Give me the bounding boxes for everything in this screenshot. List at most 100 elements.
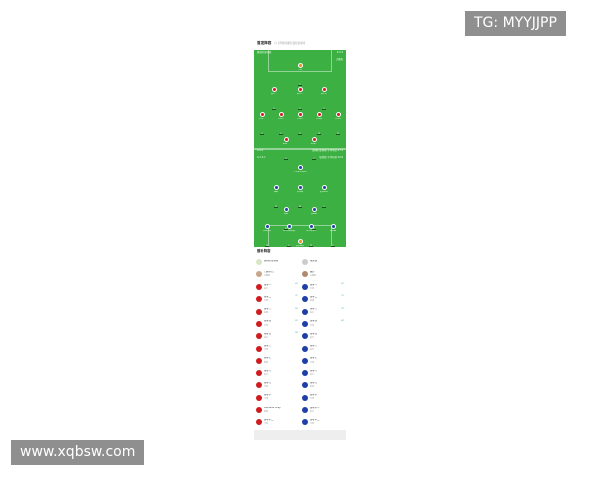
sub-name: 替补五 xyxy=(264,332,272,335)
player-marker-icon xyxy=(273,185,279,190)
sub-position: 前锋 xyxy=(264,410,269,413)
player-number: 10 xyxy=(316,132,322,136)
player-number: 1 xyxy=(298,83,302,87)
home-player[interactable]: 中场一 2 xyxy=(255,112,269,137)
player-avatar-icon xyxy=(302,296,308,303)
title-text: 首发阵容 xyxy=(257,41,272,45)
away-sub-row[interactable]: 替补六 后卫 xyxy=(300,345,344,355)
player-avatar-icon xyxy=(302,284,308,290)
player-marker-icon xyxy=(335,112,341,117)
home-player[interactable]: 门将 1 xyxy=(293,63,307,88)
player-marker-icon xyxy=(271,87,277,92)
away-player[interactable]: 布兰斯维特 32 xyxy=(304,224,318,249)
home-player[interactable]: 中场三 8 xyxy=(293,112,307,137)
player-marker-icon xyxy=(321,87,327,92)
away-player[interactable]: 奥纳纳 8 xyxy=(307,207,321,232)
home-sub-row[interactable]: 替补一 后卫 69' xyxy=(254,283,298,293)
away-player[interactable]: 塔尔科夫斯基 6 xyxy=(282,224,296,249)
home-sub-row[interactable]: Demarai Gray 前锋 xyxy=(254,406,298,416)
away-coach-row[interactable]: 戴什 主教练 xyxy=(300,270,344,280)
away-sub-row[interactable]: 替补十二 门将 xyxy=(300,418,344,428)
player-avatar-icon xyxy=(302,357,308,364)
home-sub-row[interactable]: 替补七 前锋 xyxy=(254,357,298,367)
home-player[interactable]: 中场四 10 xyxy=(312,112,326,137)
player-number: 5 xyxy=(298,107,302,111)
away-sub-row[interactable]: 替补十一 后卫 xyxy=(300,406,344,416)
home-sub-row[interactable]: 替补六 中场 xyxy=(254,345,298,355)
sub-position: 后卫 xyxy=(310,349,315,352)
sub-time: 70' xyxy=(341,295,344,298)
page-title: 首发阵容 以下阵容可能有误仅供参考 xyxy=(257,41,306,46)
home-player[interactable]: 前锋二 7 xyxy=(307,137,321,162)
player-marker-icon xyxy=(330,224,336,229)
home-player[interactable]: 后卫三 3 xyxy=(317,87,331,112)
player-name: 后卫二 xyxy=(296,92,303,95)
home-sub-row[interactable]: 替补十 门将 xyxy=(254,394,298,404)
away-player[interactable]: 麦克尼尔 7 xyxy=(317,185,331,210)
home-coach-row[interactable]: 门迪尔巴 主教练 xyxy=(254,270,298,280)
sub-name: 替补八 xyxy=(264,369,272,372)
away-sub-row[interactable]: 替补四 中场 84' xyxy=(300,320,344,330)
player-number: 6 xyxy=(279,132,283,136)
sub-name: 替补二 xyxy=(310,295,318,298)
home-sub-row[interactable]: 替补四 中场 85' xyxy=(254,320,298,330)
sub-time: 69' xyxy=(295,283,298,285)
away-sub-row[interactable]: 替补五 后卫 xyxy=(300,332,344,342)
player-number: 2 xyxy=(260,132,264,136)
player-number: 6 xyxy=(287,244,291,248)
home-team-row[interactable]: 奥林匹亚科斯 xyxy=(254,258,298,268)
mid-right-1: 奥林匹亚科斯 平均年龄 27.4 xyxy=(312,149,343,152)
away-player[interactable]: 加纳 37 xyxy=(279,207,293,232)
home-player[interactable]: 中场五 11 xyxy=(331,112,345,137)
away-player[interactable]: 格雷 11 xyxy=(269,185,283,210)
sub-position: 中场 xyxy=(310,324,315,327)
player-avatar-icon xyxy=(302,320,308,327)
home-sub-row[interactable]: 替补二 中场 75' xyxy=(254,295,298,305)
away-sub-row[interactable]: 替补三 后卫 78' xyxy=(300,308,344,318)
home-sub-row[interactable]: 替补三 前锋 80' xyxy=(254,308,298,318)
sub-position: 中场 xyxy=(264,324,269,327)
sub-name: 替补九 xyxy=(310,381,318,384)
player-avatar-icon xyxy=(302,345,308,352)
player-marker-icon xyxy=(286,224,292,229)
player-name: 奥纳纳 xyxy=(310,212,317,215)
sub-name: 替补二 xyxy=(264,295,272,298)
player-avatar-icon xyxy=(302,407,308,413)
home-sub-row[interactable]: 替补五 后卫 88' xyxy=(254,332,298,342)
away-sub-row[interactable]: 替补二 前锋 70' xyxy=(300,295,344,305)
home-player[interactable]: 前锋一 9 xyxy=(279,137,293,162)
away-player[interactable]: 杜库雷 16 xyxy=(293,185,307,210)
home-sub-row[interactable]: 替补九 中场 xyxy=(254,381,298,391)
player-avatar-icon xyxy=(302,419,308,426)
away-player[interactable]: 米科伦科 19 xyxy=(260,224,274,249)
player-avatar-icon xyxy=(302,382,308,389)
player-avatar-icon xyxy=(302,370,308,377)
home-sub-row[interactable]: 替补八 后卫 xyxy=(254,369,298,379)
away-sub-row[interactable]: 替补十 中场 xyxy=(300,394,344,404)
sub-position: 中场 xyxy=(310,361,315,364)
home-sub-row[interactable]: 替补十二 门将 xyxy=(254,418,298,428)
away-sub-row[interactable]: 替补七 中场 xyxy=(300,357,344,367)
home-player[interactable]: 后卫一 4 xyxy=(267,87,281,112)
sub-name: 替补七 xyxy=(310,357,318,360)
player-number: 7 xyxy=(312,157,316,161)
player-number: 3 xyxy=(322,107,326,111)
away-player[interactable]: 帕特森 2 xyxy=(326,224,340,249)
pitch: 奥林匹亚科斯 3-5-2 主教练 3-5-2 奥林匹亚科斯 平均年龄 27.4 … xyxy=(254,50,346,263)
player-name: 布兰斯维特 xyxy=(305,229,316,232)
away-sub-row[interactable]: 替补一 中场 62' xyxy=(300,283,344,293)
away-team-row[interactable]: 埃弗顿 xyxy=(300,258,344,268)
player-number: 2 xyxy=(331,244,335,248)
home-player[interactable]: 中场二 6 xyxy=(274,112,288,137)
player-marker-icon xyxy=(283,207,289,212)
player-avatar-icon xyxy=(256,320,262,327)
away-sub-row[interactable]: 替补八 后卫 xyxy=(300,369,344,379)
sub-position: 前锋 xyxy=(264,361,269,364)
sub-name: 替补十 xyxy=(310,394,318,397)
sub-name: 替补十二 xyxy=(310,418,320,421)
away-sub-row[interactable]: 替补九 前锋 xyxy=(300,381,344,391)
player-number: 8 xyxy=(312,227,316,231)
home-player[interactable]: 后卫二 5 xyxy=(293,87,307,112)
penalty-box-top xyxy=(268,50,332,72)
home-coach-name: 门迪尔巴 xyxy=(264,270,274,273)
